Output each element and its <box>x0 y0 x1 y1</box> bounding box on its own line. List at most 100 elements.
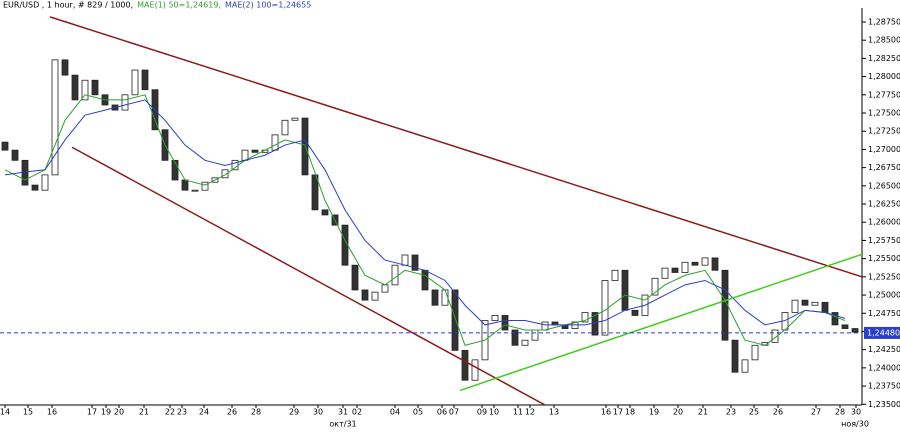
x-tick-label: 28 <box>251 408 261 417</box>
candle <box>621 269 629 311</box>
x-tick-label: 21 <box>139 408 149 417</box>
candle <box>801 299 809 306</box>
candle <box>311 174 319 211</box>
candle <box>741 359 749 373</box>
candle <box>1 141 9 151</box>
x-tick-label: 26 <box>227 408 237 417</box>
x-tick-label: 17 <box>613 408 623 417</box>
y-tick-label: 1,25500 <box>868 254 900 263</box>
candle <box>401 254 409 266</box>
x-tick-label: 10 <box>489 408 499 417</box>
y-tick-label: 1,26000 <box>868 218 900 227</box>
x-tick-label: 27 <box>811 408 821 417</box>
candle <box>491 315 499 321</box>
x-tick-label-month: окт/31 <box>329 420 356 429</box>
candle <box>321 209 329 216</box>
x-tick-label-month: ноя/30 <box>841 420 869 429</box>
x-tick-label: 20 <box>114 408 124 417</box>
x-tick-label: 24 <box>199 408 209 417</box>
candle <box>831 312 839 326</box>
legend-entry: MAE(1) 50=1,24619, <box>137 1 221 10</box>
candle <box>681 261 689 273</box>
x-tick-label: 21 <box>698 408 708 417</box>
x-tick-label: 30 <box>313 408 323 417</box>
candle <box>191 189 199 192</box>
candle <box>451 289 459 351</box>
candle <box>341 224 349 266</box>
candle <box>651 277 659 296</box>
candle <box>511 329 519 346</box>
candle <box>371 291 379 301</box>
y-tick-label: 1,26750 <box>868 163 900 172</box>
trend-line <box>49 16 863 278</box>
x-tick-label: 25 <box>749 408 759 417</box>
candle <box>851 328 859 333</box>
candle <box>361 289 369 301</box>
x-tick-label: 31 <box>338 408 348 417</box>
candle <box>821 301 829 313</box>
trend-line <box>459 253 863 392</box>
y-tick-label: 1,23500 <box>868 400 900 409</box>
candle <box>441 289 449 306</box>
x-tick-label: 12 <box>525 408 535 417</box>
candle <box>731 339 739 373</box>
x-tick-label: 02 <box>352 408 362 417</box>
y-tick-label: 1,28000 <box>868 72 900 81</box>
candle <box>81 79 89 101</box>
candle <box>51 59 59 176</box>
candle <box>531 329 539 341</box>
x-tick-label: 16 <box>601 408 611 417</box>
candle <box>701 257 709 266</box>
candle <box>11 149 19 161</box>
x-tick-label: 11 <box>513 408 523 417</box>
current-price-box <box>864 326 900 339</box>
y-tick-label: 1,25750 <box>868 236 900 245</box>
candle <box>581 312 589 323</box>
y-tick-label: 1,23750 <box>868 382 900 391</box>
candle <box>601 280 609 336</box>
candle <box>751 344 759 361</box>
x-tick-label: 18 <box>625 408 635 417</box>
candle <box>351 264 359 291</box>
y-tick-label: 1,25000 <box>868 291 900 300</box>
candle <box>811 301 819 306</box>
candle <box>391 264 399 286</box>
candle <box>381 284 389 293</box>
candle <box>461 349 469 381</box>
candle <box>521 339 529 346</box>
candle <box>411 254 419 271</box>
y-tick-label: 1,27750 <box>868 90 900 99</box>
x-tick-label: 15 <box>23 408 33 417</box>
candle <box>91 79 99 96</box>
y-tick-label: 1,25250 <box>868 272 900 281</box>
candle <box>711 257 719 271</box>
candle <box>201 181 209 191</box>
candle <box>501 315 509 331</box>
candle <box>121 94 129 111</box>
x-tick-label: 23 <box>177 408 187 417</box>
candle <box>271 134 279 151</box>
candle <box>31 184 39 191</box>
candle <box>611 269 619 281</box>
x-tick-label: 23 <box>726 408 736 417</box>
candle <box>631 309 639 316</box>
candle <box>131 69 139 96</box>
candle <box>251 149 259 153</box>
x-tick-label: 22 <box>165 408 175 417</box>
candle <box>541 321 549 331</box>
x-tick-label: 05 <box>413 408 423 417</box>
current-price-label: 1,24480 <box>867 328 900 337</box>
y-tick-label: 1,24250 <box>868 345 900 354</box>
candle <box>181 179 189 191</box>
x-tick-label: 29 <box>289 408 299 417</box>
candle <box>421 269 429 291</box>
legend-entry: MAE(2) 100=1,24655 <box>225 1 311 10</box>
y-tick-label: 1,28750 <box>868 17 900 26</box>
moving-average <box>4 94 846 346</box>
moving-average <box>4 99 846 326</box>
x-tick-label: 16 <box>47 408 57 417</box>
candle <box>791 299 799 313</box>
y-tick-label: 1,24750 <box>868 309 900 318</box>
candle <box>771 329 779 343</box>
